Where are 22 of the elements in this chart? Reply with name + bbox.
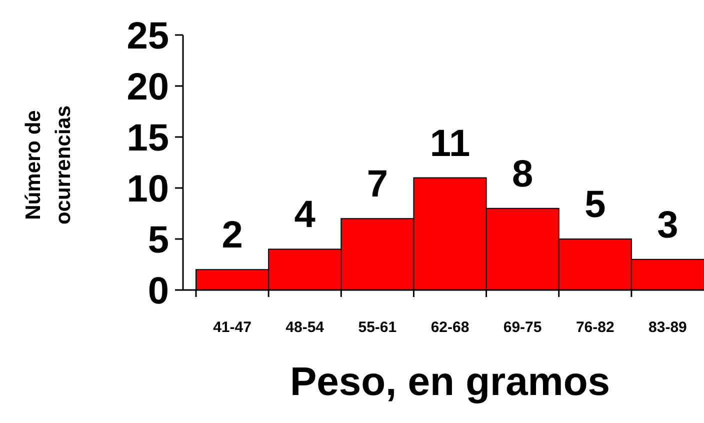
data-label: 7 — [366, 164, 388, 206]
x-tick-label: 76-82 — [576, 319, 614, 336]
y-tick-label: 5 — [148, 220, 169, 262]
x-tick-label: 69-75 — [503, 319, 542, 336]
y-tick-label: 25 — [126, 16, 169, 58]
y-tick-label: 10 — [126, 168, 169, 211]
data-label: 5 — [584, 184, 606, 226]
x-tick-label: 48-54 — [286, 319, 325, 336]
y-tick-label: 20 — [126, 66, 169, 109]
x-tick-label: 41-47 — [213, 319, 252, 336]
x-tick-label: 83-89 — [648, 319, 687, 336]
y-tick-label: 15 — [126, 118, 169, 160]
x-axis-title: Peso, en gramos — [290, 360, 610, 404]
data-label: 11 — [430, 122, 470, 165]
y-tick-label: 0 — [148, 270, 169, 313]
data-label: 8 — [512, 153, 534, 196]
y-axis-title: Número de ocurrencias — [22, 105, 75, 225]
data-label: 2 — [222, 214, 243, 257]
data-label: 3 — [657, 204, 678, 246]
x-tick-label: 62-68 — [430, 319, 470, 336]
x-tick-label: 55-61 — [358, 319, 397, 336]
data-label: 4 — [294, 194, 316, 236]
